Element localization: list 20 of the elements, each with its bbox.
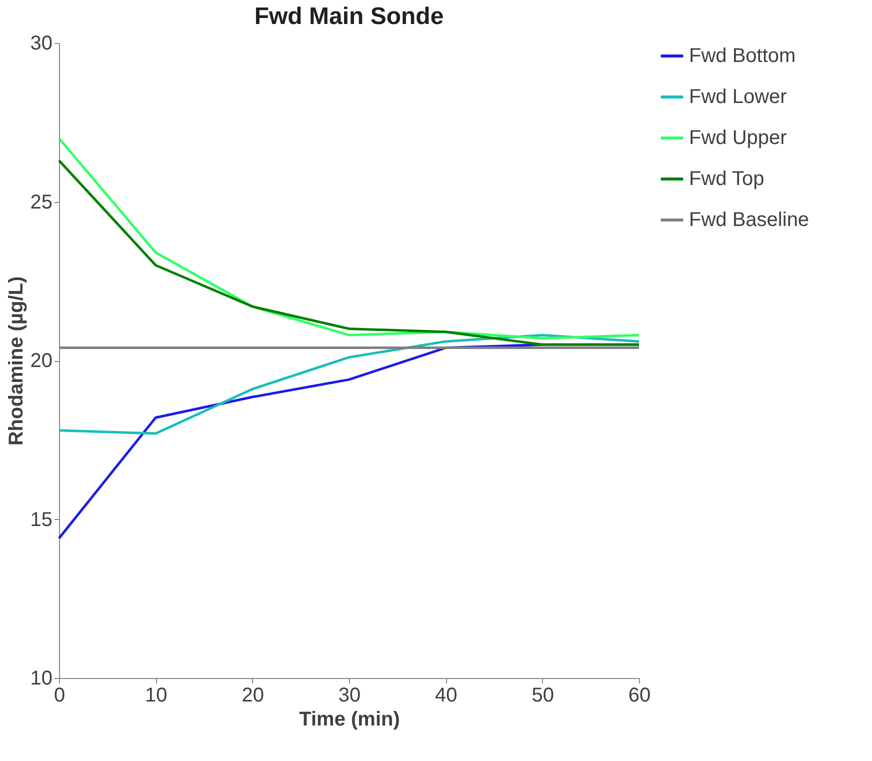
- x-tick-label: 50: [532, 684, 554, 706]
- y-axis-title: Rhodamine (µg/L): [5, 276, 28, 446]
- legend-label: Fwd Bottom: [689, 45, 796, 67]
- chart-title: Fwd Main Sonde: [254, 3, 444, 30]
- x-tick-label: 20: [242, 684, 264, 706]
- legend-label: Fwd Upper: [689, 127, 788, 149]
- y-tick-label: 10: [30, 668, 52, 690]
- legend-label: Fwd Top: [689, 168, 764, 190]
- x-tick-label: 30: [338, 684, 361, 706]
- x-tick-label: 10: [145, 684, 168, 706]
- x-tick-label: 40: [435, 684, 458, 706]
- x-tick-label: 0: [54, 684, 66, 706]
- x-tick-label: 60: [628, 684, 651, 706]
- y-tick-label: 20: [30, 350, 52, 372]
- y-tick-label: 25: [30, 191, 52, 214]
- y-tick-label: 30: [30, 32, 52, 54]
- legend-label: Fwd Lower: [689, 86, 788, 108]
- x-axis-title: Time (min): [299, 708, 400, 730]
- y-tick-label: 15: [30, 508, 52, 531]
- legend-label: Fwd Baseline: [689, 209, 810, 231]
